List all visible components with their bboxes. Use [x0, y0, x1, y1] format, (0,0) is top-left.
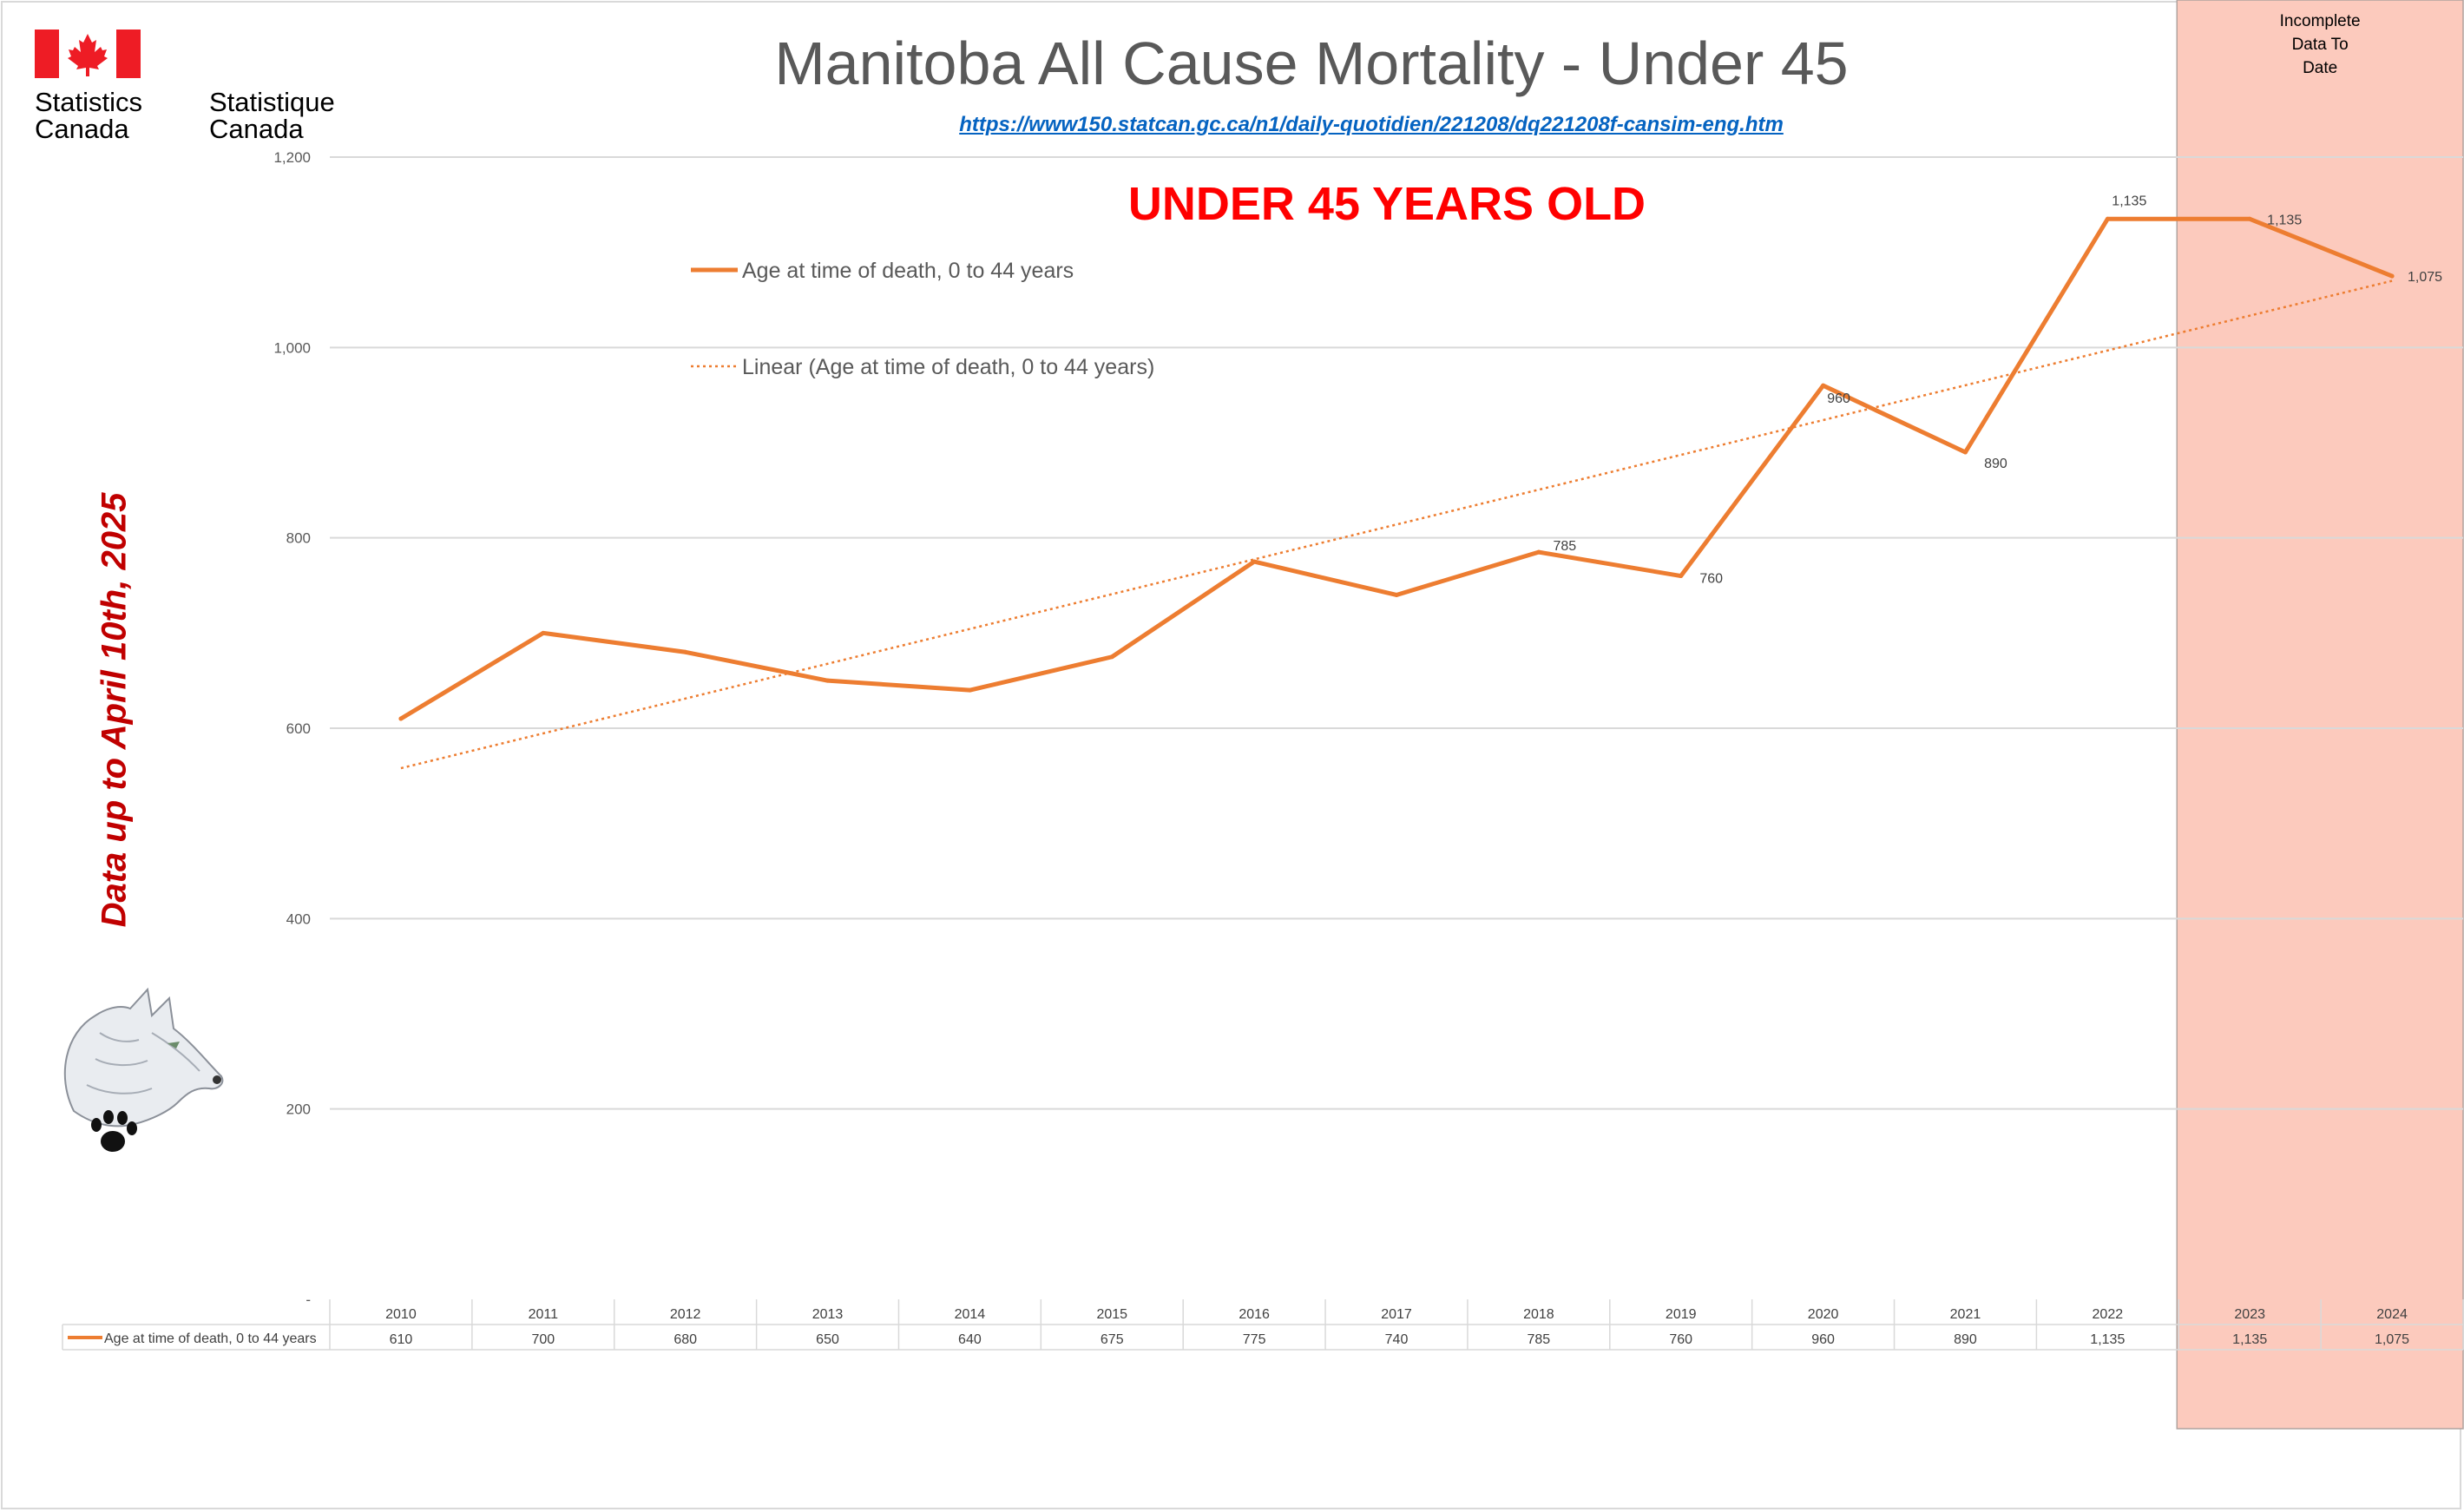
x-tick-label: 2021 [1950, 1307, 1981, 1322]
flag-right-bar [116, 30, 141, 78]
incomplete-label-line: Data To [2292, 36, 2349, 54]
statcan-fr-line2: Canada [209, 114, 304, 144]
data-point [1109, 654, 1114, 660]
y-tick-label: 1,000 [273, 339, 311, 356]
x-tick-label: 2016 [1239, 1307, 1270, 1322]
gridlines [330, 156, 2463, 1110]
data-point [541, 630, 546, 635]
flag-left-bar [35, 30, 59, 78]
series-group [398, 216, 2395, 721]
data-point [1962, 450, 1968, 455]
table-value: 700 [531, 1332, 555, 1347]
data-label: 1,135 [2112, 194, 2146, 208]
data-date-note: Data up to April 10th, 2025 [95, 492, 134, 928]
x-tick-label: 2018 [1523, 1307, 1554, 1322]
data-point [2105, 216, 2110, 221]
x-tick-label: 2019 [1666, 1307, 1697, 1322]
data-point [683, 649, 688, 654]
x-tick-label: 2010 [385, 1307, 417, 1322]
data-label: 890 [1984, 457, 2007, 471]
incomplete-data-band [2176, 0, 2464, 1430]
data-point [1252, 559, 1257, 564]
data-table: 2010 610 2011 700 2012 680 2013 650 2014 640 2015 6… [62, 1299, 2464, 1351]
statcan-english-wordmark: Statistics Canada [35, 89, 208, 142]
data-point [1536, 549, 1541, 555]
table-value: 775 [1243, 1332, 1266, 1347]
table-value: 960 [1811, 1332, 1835, 1347]
x-tick-label: 2020 [1808, 1307, 1839, 1322]
chart-title: Manitoba All Cause Mortality - Under 45 [774, 30, 1848, 97]
maple-leaf-icon [68, 34, 108, 76]
x-tick-label: 2015 [1096, 1307, 1127, 1322]
data-labels-group: 785 760 960 890 1,135 1,135 1,075 [1554, 194, 2443, 586]
x-tick-label: 2024 [2376, 1307, 2408, 1322]
chart-subtitle: UNDER 45 YEARS OLD [1128, 178, 1646, 230]
incomplete-label-line: Incomplete [2280, 12, 2361, 30]
data-label: 960 [1827, 391, 1850, 406]
legend-series-label: Age at time of death, 0 to 44 years [742, 259, 1074, 283]
x-tick-label: 2012 [670, 1307, 701, 1322]
table-value: 740 [1385, 1332, 1409, 1347]
table-value: 680 [673, 1332, 697, 1347]
data-point [2389, 273, 2395, 279]
data-label: 785 [1554, 539, 1577, 554]
data-label: 1,075 [2408, 270, 2442, 285]
statcan-fr-line1: Statistique [209, 87, 335, 117]
table-value: 785 [1528, 1332, 1551, 1347]
statcan-en-line2: Canada [35, 114, 129, 144]
data-point [1821, 383, 1826, 388]
data-point [1679, 574, 1684, 579]
trendline-group [400, 279, 2393, 770]
y-tick-label: 800 [286, 530, 311, 547]
y-tick-label: - [306, 1292, 311, 1308]
y-axis-ticks: - 200 400 600 800 1,000 1,200 [273, 149, 311, 1308]
data-point [1394, 592, 1399, 597]
data-label: 1,135 [2267, 213, 2302, 227]
y-tick-label: 200 [286, 1101, 311, 1118]
incomplete-data-region: Incomplete Data To Date [2176, 0, 2464, 1430]
wolf-logo-icon [63, 987, 224, 1152]
x-tick-label: 2013 [812, 1307, 844, 1322]
series-line [398, 216, 2395, 721]
trendline [400, 279, 2393, 770]
table-value: 650 [816, 1332, 839, 1347]
data-label: 760 [1699, 572, 1723, 587]
incomplete-label-line: Date [2303, 59, 2337, 77]
legend: Age at time of death, 0 to 44 years Linea… [691, 259, 1154, 379]
legend-trendline-label: Linear (Age at time of death, 0 to 44 ye… [742, 355, 1154, 379]
data-point [825, 678, 831, 683]
table-series-name: Age at time of death, 0 to 44 years [104, 1331, 317, 1346]
x-tick-label: 2017 [1381, 1307, 1412, 1322]
statcan-en-line1: Statistics [35, 87, 143, 117]
y-tick-label: 400 [286, 910, 311, 927]
x-tick-label: 2023 [2234, 1307, 2265, 1322]
table-value: 640 [958, 1332, 982, 1347]
y-tick-label: 600 [286, 720, 311, 737]
data-point [398, 716, 404, 721]
x-tick-label: 2022 [2093, 1307, 2124, 1322]
table-value: 1,135 [2090, 1332, 2125, 1347]
data-point [967, 687, 972, 693]
table-value: 675 [1101, 1332, 1124, 1347]
table-value: 760 [1669, 1332, 1692, 1347]
table-value: 1,135 [2232, 1332, 2267, 1347]
data-point [2247, 216, 2252, 221]
table-value: 890 [1954, 1332, 1977, 1347]
x-tick-label: 2011 [529, 1307, 559, 1322]
source-link[interactable]: https://www150.statcan.gc.ca/n1/daily-qu… [959, 113, 1784, 136]
statcan-french-wordmark: Statistique Canada [209, 89, 400, 142]
table-value: 1,075 [2375, 1332, 2409, 1347]
table-value: 610 [390, 1332, 413, 1347]
x-tick-label: 2014 [955, 1307, 986, 1322]
y-tick-label: 1,200 [273, 149, 311, 166]
